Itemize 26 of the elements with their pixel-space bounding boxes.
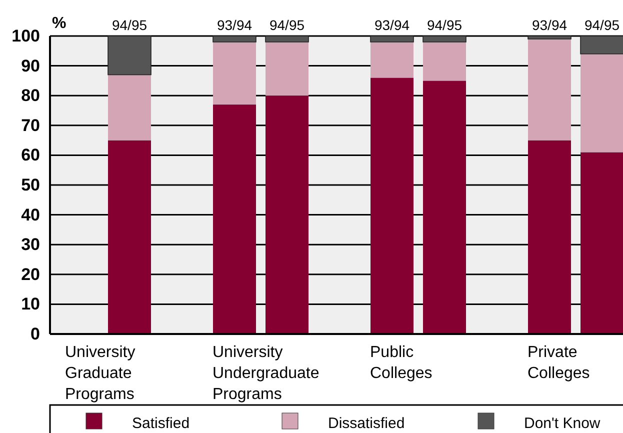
- y-tick-label: 0: [30, 324, 40, 344]
- x-tick-label: 93/94: [216, 17, 252, 33]
- y-tick-label: 50: [21, 175, 40, 194]
- text: University Graduate Programs: [65, 344, 136, 403]
- text: Private Colleges: [528, 344, 590, 382]
- y-tick-label: 40: [21, 205, 40, 224]
- legend-label: Dissatisfied: [328, 415, 405, 432]
- y-axis-title: %: [52, 15, 66, 32]
- y-tick-label: 90: [21, 56, 40, 76]
- legend-label: Satisfied: [132, 415, 190, 432]
- x-tick-label: 93/94: [532, 17, 568, 33]
- y-tick-label: 60: [21, 146, 40, 165]
- y-tick-label: 30: [21, 235, 40, 254]
- y-tick-label: 70: [21, 116, 40, 135]
- y-tick-label: 100: [12, 26, 40, 46]
- x-tick-label: 94/95: [269, 17, 305, 33]
- x-tick-label: 94/95: [426, 17, 462, 33]
- x-tick-label: 94/95: [112, 17, 148, 33]
- y-tick-label: 20: [21, 264, 40, 284]
- y-tick-label: 80: [21, 86, 40, 106]
- y-tick-label: 10: [21, 294, 40, 314]
- text: University Undergraduate Programs: [212, 344, 320, 403]
- text: Public Colleges: [370, 344, 432, 382]
- x-tick-label: 94/95: [584, 17, 620, 33]
- x-tick-label: 93/94: [374, 17, 410, 33]
- legend-label: Don't Know: [524, 415, 600, 432]
